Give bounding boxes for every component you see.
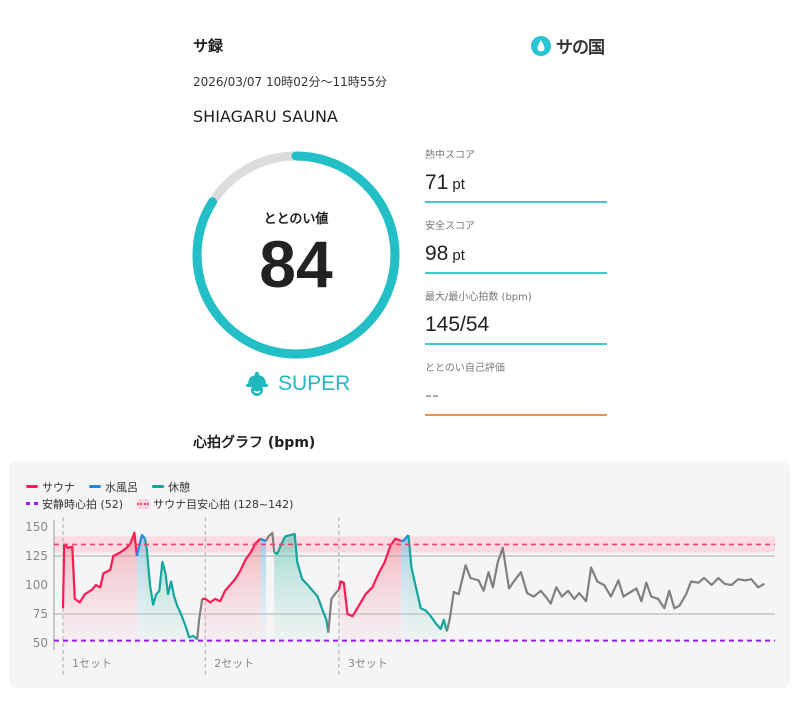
y-tick-label: 75 — [33, 607, 48, 621]
set-label: 2セット — [214, 657, 254, 670]
other-line — [445, 546, 765, 632]
cold-line — [401, 534, 410, 543]
metric-label: 最大/最小心拍数 (bpm) — [425, 292, 532, 303]
other-line — [327, 588, 340, 633]
metric-max-min-hr: 最大/最小心拍数 (bpm) 145/54 — [425, 288, 607, 345]
sauna-line — [337, 537, 402, 618]
y-tick-label: 125 — [25, 549, 48, 563]
metric-value[interactable]: -- — [425, 384, 439, 407]
set-label: 3セット — [348, 657, 388, 670]
legend-label: 休憩 — [168, 480, 190, 494]
metric-label: ととのい自己評価 — [425, 363, 505, 374]
sauna-hat-icon — [246, 371, 268, 396]
cold-line — [259, 537, 267, 542]
y-tick-label: 50 — [33, 636, 48, 650]
heart-rate-graph-title: 心拍グラフ (bpm) — [193, 435, 316, 451]
legend-label: 安静時心拍 (52) — [42, 497, 124, 511]
rest-line — [407, 534, 448, 632]
cold-area — [260, 538, 267, 643]
legend-resting-hr: 安静時心拍 (52) — [26, 496, 123, 512]
sauna-area — [202, 538, 261, 643]
sauna-line — [61, 531, 138, 609]
rest-line — [273, 532, 330, 633]
metric-label: 安全スコア — [425, 221, 475, 232]
y-tick-label: 100 — [25, 578, 48, 592]
metric-safety-score: 安全スコア 98 pt — [425, 217, 607, 274]
rank-badge: SUPER — [244, 371, 350, 397]
rest-line — [143, 538, 198, 641]
facility-name: SHIAGARU SAUNA — [193, 107, 338, 126]
legend-target-hr: サウナ目安心拍 (128~142) — [137, 496, 293, 512]
rest-area — [408, 535, 447, 643]
metric-value: 98 — [425, 242, 449, 265]
logo-text: サの国 — [556, 38, 605, 58]
metric-label: 熱中スコア — [425, 150, 475, 161]
cold-area — [136, 535, 145, 643]
water-drop-icon — [531, 35, 551, 56]
totonoi-ring — [192, 151, 400, 359]
legend-label: サウナ目安心拍 (128~142) — [153, 497, 294, 511]
chart-legend: サウナ 水風呂 休憩 安静時心拍 (52) サウナ目安心拍 (128~142) — [26, 478, 293, 512]
metric-value: 71 — [425, 171, 449, 194]
legend-sauna: サウナ — [26, 479, 75, 495]
legend-cold-bath: 水風呂 — [89, 479, 138, 495]
metric-value: 145/54 — [425, 313, 490, 336]
metric-underline — [425, 414, 607, 416]
other-line — [265, 531, 276, 553]
cold-area — [401, 535, 409, 643]
cold-line — [135, 533, 146, 557]
metric-underline — [425, 343, 607, 345]
legend-label: サウナ — [42, 480, 75, 494]
session-datetime: 2026/03/07 10時02分〜11時55分 — [193, 75, 388, 89]
rest-area — [145, 538, 198, 643]
y-tick-label: 150 — [25, 520, 48, 534]
totonoi-label: ととのい値 — [263, 212, 329, 227]
metric-unit: pt — [452, 247, 465, 264]
rest-area — [274, 534, 329, 643]
metric-underline — [425, 201, 607, 203]
totonoi-value: 84 — [259, 227, 333, 301]
set-label: 1セット — [72, 657, 112, 670]
app-title: サ録 — [193, 37, 224, 55]
metric-self-evaluation[interactable]: ととのい自己評価 -- — [425, 359, 607, 416]
sauna-line — [202, 537, 262, 604]
legend-label: 水風呂 — [105, 480, 138, 494]
metric-underline — [425, 272, 607, 274]
other-line — [196, 598, 204, 640]
brand-logo: サの国 — [530, 33, 605, 58]
ring-progress — [192, 151, 400, 359]
metric-unit: pt — [452, 176, 465, 193]
rank-label: SUPER — [278, 372, 351, 395]
legend-rest: 休憩 — [152, 479, 190, 495]
metric-heat-score: 熱中スコア 71 pt — [425, 146, 607, 203]
